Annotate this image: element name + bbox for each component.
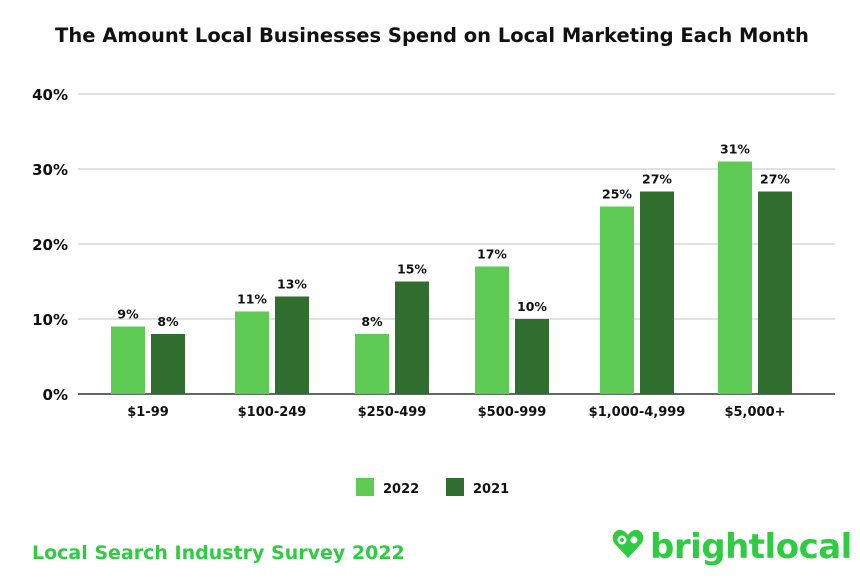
chart-title: The Amount Local Businesses Spend on Loc… xyxy=(55,24,809,47)
legend-swatch xyxy=(356,478,374,496)
y-tick-label: 0% xyxy=(43,386,68,404)
bar-2021 xyxy=(275,296,309,394)
data-label: 9% xyxy=(117,307,139,322)
bar-2022 xyxy=(111,326,145,394)
x-tick-label: $100-249 xyxy=(238,405,307,420)
data-label: 25% xyxy=(602,187,632,202)
survey-caption: Local Search Industry Survey 2022 xyxy=(32,542,405,564)
bar-2022 xyxy=(355,334,389,394)
x-tick-label: $500-999 xyxy=(478,405,547,420)
x-tick-label: $1-99 xyxy=(127,405,169,420)
legend-swatch xyxy=(446,478,464,496)
legend-label: 2021 xyxy=(473,482,509,497)
x-tick-label: $5,000+ xyxy=(724,405,785,420)
data-label: 31% xyxy=(720,142,750,157)
data-label: 8% xyxy=(361,314,383,329)
data-label: 27% xyxy=(760,172,790,187)
brightlocal-logo: brightlocal xyxy=(612,527,852,567)
legend-label: 2022 xyxy=(383,482,419,497)
bar-2022 xyxy=(718,161,752,394)
data-label: 15% xyxy=(397,262,427,277)
data-label: 13% xyxy=(277,277,307,292)
heart-pin-icon xyxy=(612,529,644,558)
bar-2021 xyxy=(758,191,792,394)
y-tick-label: 40% xyxy=(32,86,68,104)
data-label: 27% xyxy=(642,172,672,187)
data-label: 17% xyxy=(477,247,507,262)
x-tick-label: $250-499 xyxy=(358,405,427,420)
bar-2022 xyxy=(235,311,269,394)
bar-2021 xyxy=(151,334,185,394)
bar-2022 xyxy=(600,206,634,394)
y-tick-label: 30% xyxy=(32,161,68,179)
data-label: 8% xyxy=(157,314,179,329)
bar-2021 xyxy=(515,319,549,394)
bar-2021 xyxy=(395,281,429,394)
data-label: 10% xyxy=(517,299,547,314)
y-tick-label: 20% xyxy=(32,236,68,254)
y-tick-label: 10% xyxy=(32,311,68,329)
data-label: 11% xyxy=(237,292,267,307)
brand-wordmark: brightlocal xyxy=(650,527,852,567)
bar-2022 xyxy=(475,266,509,394)
bar-2021 xyxy=(640,191,674,394)
x-tick-label: $1,000-4,999 xyxy=(589,405,686,420)
